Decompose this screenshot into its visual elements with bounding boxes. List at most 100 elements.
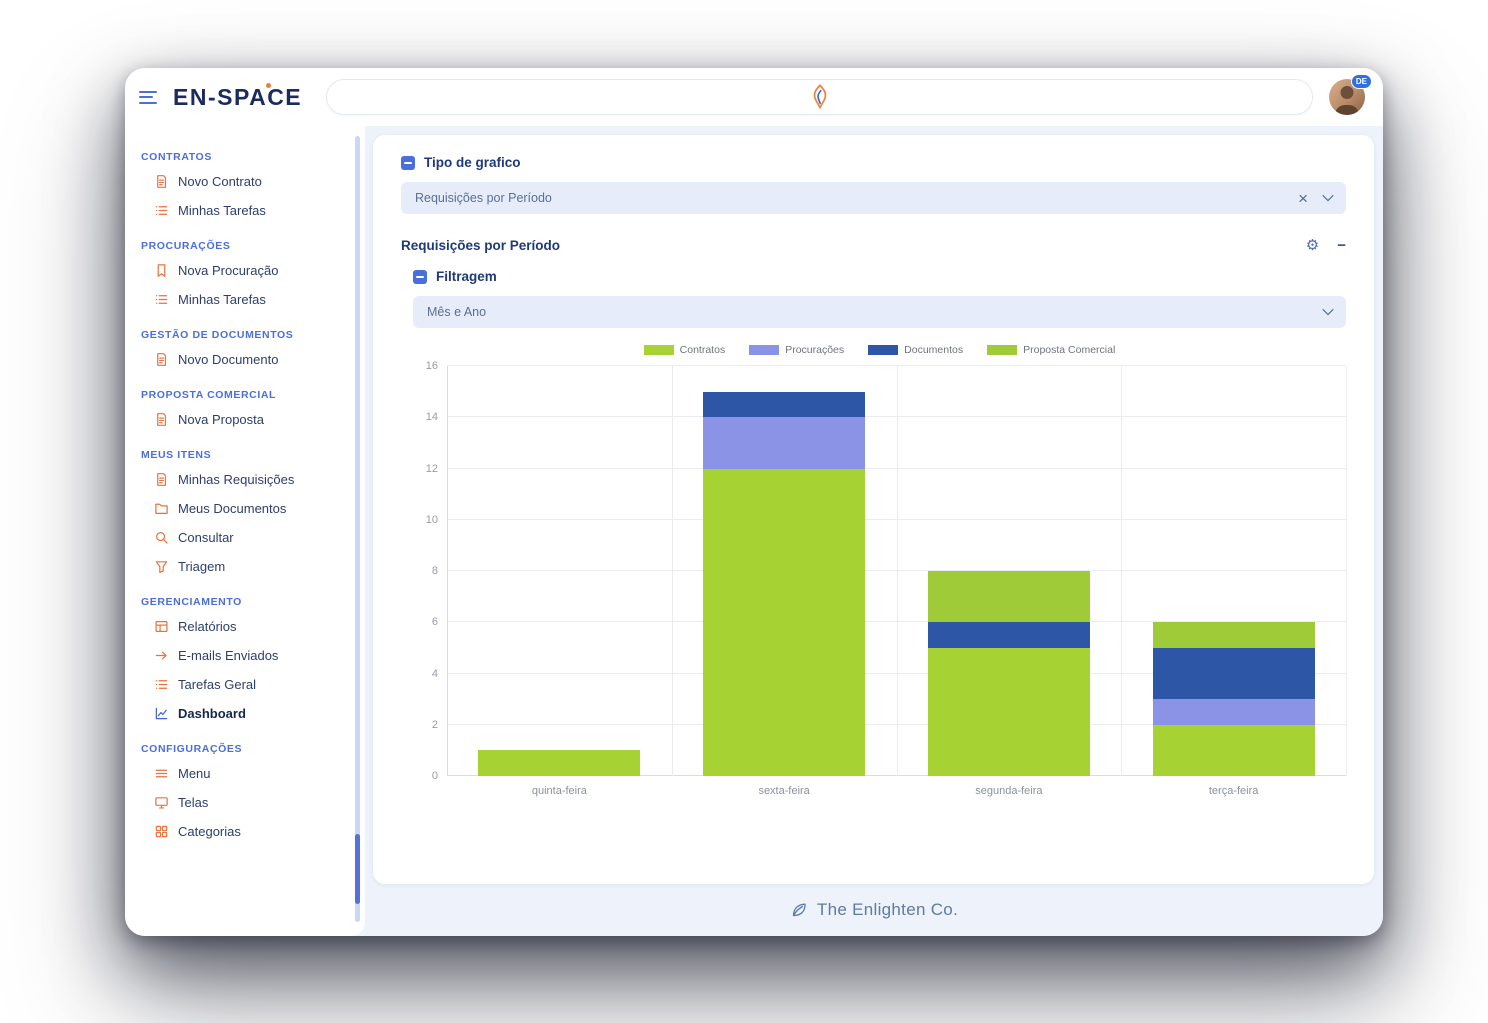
document-icon: [154, 352, 169, 367]
sidebar-item-label: Nova Proposta: [178, 412, 264, 427]
legend-swatch: [749, 345, 780, 355]
sidebar-item-novo-documento[interactable]: Novo Documento: [141, 345, 347, 374]
sidebar-section-meus-itens: MEUS ITENS: [141, 449, 212, 461]
sidebar-item-label: Minhas Tarefas: [178, 292, 266, 307]
legend-item-proposta-comercial[interactable]: Proposta Comercial: [987, 344, 1115, 356]
sidebar-item-label: Novo Documento: [178, 352, 279, 367]
settings-gear-icon[interactable]: ⚙: [1305, 237, 1320, 254]
legend-label: Documentos: [904, 344, 964, 356]
chart-type-select-value: Requisições por Período: [415, 191, 552, 205]
y-tick-label: 10: [425, 513, 438, 526]
sidebar-scrollbar[interactable]: [355, 136, 360, 922]
sidebar-item-novo-contrato[interactable]: Novo Contrato: [141, 167, 347, 196]
chevron-down-icon[interactable]: [1322, 189, 1334, 201]
sidebar-item-e-mails-enviados[interactable]: E-mails Enviados: [141, 641, 347, 670]
sidebar-item-tarefas-geral[interactable]: Tarefas Geral: [141, 670, 347, 699]
collapse-square-icon[interactable]: [401, 155, 415, 170]
bar-segment-sexta-feira-contratos: [703, 468, 866, 776]
sidebar-item-consultar[interactable]: Consultar: [141, 523, 347, 552]
sidebar-item-telas[interactable]: Telas: [141, 788, 347, 817]
bar-segment-segunda-feira-proposta-comercial: [927, 571, 1090, 623]
sidebar-item-label: Minhas Requisições: [178, 472, 295, 487]
panel-title: Requisições por Período: [401, 238, 561, 253]
app-window: EN-SPACE DE CONTRATOS Novo Contrato Minhas…: [125, 68, 1383, 936]
gridline-horizontal: [447, 365, 1346, 366]
sidebar-item-triagem[interactable]: Triagem: [141, 552, 347, 581]
stacked-bar-chart: 0 2 4 6 8 10 12 14 16: [413, 360, 1347, 782]
legend-item-contratos[interactable]: Contratos: [643, 344, 726, 356]
folder-icon: [154, 501, 169, 516]
sidebar-item-label: Tarefas Geral: [178, 677, 257, 692]
filter-section: Filtragem: [413, 269, 1346, 284]
sidebar-item-minhas-tarefas[interactable]: Minhas Tarefas: [141, 285, 347, 314]
list-icon: [154, 677, 169, 692]
sidebar-item-label: Minhas Tarefas: [178, 203, 266, 218]
legend-label: Proposta Comercial: [1023, 344, 1116, 356]
filter-select[interactable]: Mês e Ano: [413, 296, 1346, 328]
sidebar-section-procuracoes: PROCURAÇÕES: [141, 240, 231, 252]
footer: The Enlighten Co.: [373, 884, 1374, 936]
y-tick-label: 6: [431, 616, 438, 629]
bar-segment-segunda-feira-contratos: [927, 647, 1090, 776]
chart-type-section: Tipo de grafico: [401, 155, 1346, 170]
sidebar-item-meus-documentos[interactable]: Meus Documentos: [141, 494, 347, 523]
clear-selection-icon[interactable]: ×: [1298, 188, 1308, 208]
company-logo-icon: [813, 84, 826, 109]
x-tick-label-terca-feira: terça-feira: [1208, 785, 1259, 797]
sidebar-item-nova-proposta[interactable]: Nova Proposta: [141, 405, 347, 434]
bar-segment-segunda-feira-documentos: [927, 622, 1090, 648]
sidebar-item-relatorios[interactable]: Relatórios: [141, 612, 347, 641]
chart-x-axis: quinta-feira sexta-feira segunda-feira terç…: [447, 785, 1346, 797]
sidebar-item-nova-procuracao[interactable]: Nova Procuração: [141, 256, 347, 285]
sidebar-item-minhas-tarefas[interactable]: Minhas Tarefas: [141, 196, 347, 225]
brand-text: EN-SPACE: [173, 83, 303, 110]
legend-swatch: [643, 345, 674, 355]
sidebar-item-menu[interactable]: Menu: [141, 759, 347, 788]
search-icon: [154, 530, 169, 545]
minimize-panel-icon[interactable]: −: [1337, 237, 1346, 254]
chart-type-label: Tipo de grafico: [424, 155, 521, 170]
y-tick-label: 4: [431, 667, 438, 680]
list-icon: [154, 292, 169, 307]
sidebar-item-categorias[interactable]: Categorias: [141, 817, 347, 846]
bookmark-icon: [154, 263, 169, 278]
bar-segment-quinta-feira-contratos: [478, 750, 641, 776]
sidebar-item-label: Meus Documentos: [178, 501, 287, 516]
footer-brand-text: The Enlighten Co.: [816, 900, 959, 919]
chart-type-select[interactable]: Requisições por Período ×: [401, 182, 1346, 214]
sidebar-item-minhas-requisicoes[interactable]: Minhas Requisições: [141, 465, 347, 494]
y-tick-label: 0: [431, 770, 438, 782]
brand-accent-dot: [266, 82, 272, 88]
sidebar-section-gerenciamento: GERENCIAMENTO: [141, 596, 242, 608]
legend-item-procuracoes[interactable]: Procurações: [749, 344, 844, 356]
main-content: Tipo de grafico Requisições por Período …: [365, 126, 1383, 936]
dashboard-card: Tipo de grafico Requisições por Período …: [373, 135, 1374, 884]
sidebar-item-dashboard[interactable]: Dashboard: [141, 699, 347, 728]
gridline-vertical: [1346, 366, 1347, 776]
collapse-square-icon[interactable]: [413, 269, 427, 284]
sidebar-item-label: Categorias: [178, 824, 241, 839]
sidebar-nav: CONTRATOS Novo Contrato Minhas Tarefas PROC…: [141, 151, 347, 846]
chart-plot-area: [447, 365, 1347, 776]
gridline-vertical: [1121, 366, 1123, 776]
sidebar-item-label: Relatórios: [178, 619, 237, 634]
legend-item-documentos[interactable]: Documentos: [868, 344, 963, 356]
sidebar-item-label: Triagem: [178, 559, 226, 574]
sidebar-section-gestao-de-documentos: GESTÃO DE DOCUMENTOS: [141, 329, 294, 341]
chevron-down-icon[interactable]: [1322, 303, 1334, 315]
arrow-right-icon: [154, 648, 169, 663]
legend-label: Contratos: [679, 344, 726, 356]
sidebar-item-label: Consultar: [178, 530, 234, 545]
header-search-bar[interactable]: [326, 79, 1313, 115]
hamburger-menu-icon[interactable]: [139, 90, 157, 104]
grid-icon: [154, 824, 169, 839]
chart-y-axis: 0 2 4 6 8 10 12 14 16: [413, 360, 447, 782]
user-avatar[interactable]: DE: [1329, 74, 1372, 115]
sidebar-scrollbar-thumb[interactable]: [355, 834, 360, 904]
sidebar-section-configuracoes: CONFIGURAÇÕES: [141, 743, 243, 755]
y-tick-label: 14: [425, 411, 438, 424]
gridline-vertical: [896, 366, 898, 776]
panel-body: Filtragem Mês e Ano Contratos Procurações…: [401, 269, 1347, 797]
y-tick-label: 8: [431, 565, 438, 577]
